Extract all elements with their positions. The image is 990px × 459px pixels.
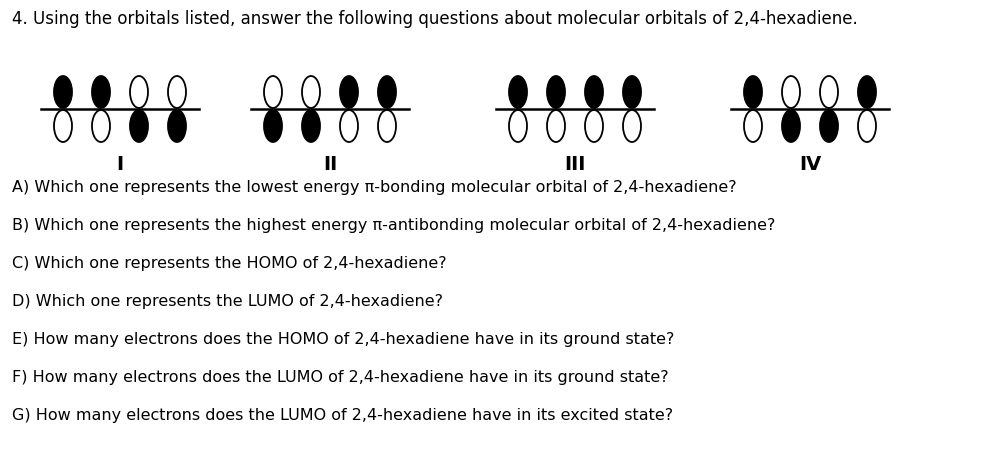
- Ellipse shape: [585, 111, 603, 143]
- Text: F) How many electrons does the LUMO of 2,4-hexadiene have in its ground state?: F) How many electrons does the LUMO of 2…: [12, 369, 668, 384]
- Ellipse shape: [744, 77, 762, 109]
- Ellipse shape: [744, 111, 762, 143]
- Ellipse shape: [340, 77, 358, 109]
- Text: IV: IV: [799, 155, 821, 174]
- Ellipse shape: [623, 111, 641, 143]
- Text: A) Which one represents the lowest energy π-bonding molecular orbital of 2,4-hex: A) Which one represents the lowest energ…: [12, 179, 737, 195]
- Ellipse shape: [264, 111, 282, 143]
- Ellipse shape: [378, 77, 396, 109]
- Ellipse shape: [54, 111, 72, 143]
- Ellipse shape: [130, 77, 148, 109]
- Ellipse shape: [858, 111, 876, 143]
- Text: E) How many electrons does the HOMO of 2,4-hexadiene have in its ground state?: E) How many electrons does the HOMO of 2…: [12, 331, 674, 346]
- Text: C) Which one represents the HOMO of 2,4-hexadiene?: C) Which one represents the HOMO of 2,4-…: [12, 256, 446, 270]
- Ellipse shape: [782, 111, 800, 143]
- Text: III: III: [564, 155, 586, 174]
- Ellipse shape: [509, 77, 527, 109]
- Ellipse shape: [54, 77, 72, 109]
- Ellipse shape: [509, 111, 527, 143]
- Ellipse shape: [585, 77, 603, 109]
- Ellipse shape: [340, 111, 358, 143]
- Ellipse shape: [92, 111, 110, 143]
- Ellipse shape: [820, 111, 838, 143]
- Text: G) How many electrons does the LUMO of 2,4-hexadiene have in its excited state?: G) How many electrons does the LUMO of 2…: [12, 407, 673, 422]
- Ellipse shape: [130, 111, 148, 143]
- Ellipse shape: [820, 77, 838, 109]
- Text: 4. Using the orbitals listed, answer the following questions about molecular orb: 4. Using the orbitals listed, answer the…: [12, 10, 857, 28]
- Ellipse shape: [92, 77, 110, 109]
- Text: B) Which one represents the highest energy π-antibonding molecular orbital of 2,: B) Which one represents the highest ener…: [12, 218, 775, 233]
- Ellipse shape: [302, 77, 320, 109]
- Ellipse shape: [302, 111, 320, 143]
- Ellipse shape: [858, 77, 876, 109]
- Ellipse shape: [547, 77, 565, 109]
- Ellipse shape: [168, 111, 186, 143]
- Ellipse shape: [547, 111, 565, 143]
- Ellipse shape: [264, 77, 282, 109]
- Text: D) Which one represents the LUMO of 2,4-hexadiene?: D) Which one represents the LUMO of 2,4-…: [12, 293, 443, 308]
- Ellipse shape: [378, 111, 396, 143]
- Ellipse shape: [623, 77, 641, 109]
- Ellipse shape: [168, 77, 186, 109]
- Text: II: II: [323, 155, 338, 174]
- Ellipse shape: [782, 77, 800, 109]
- Text: I: I: [117, 155, 124, 174]
